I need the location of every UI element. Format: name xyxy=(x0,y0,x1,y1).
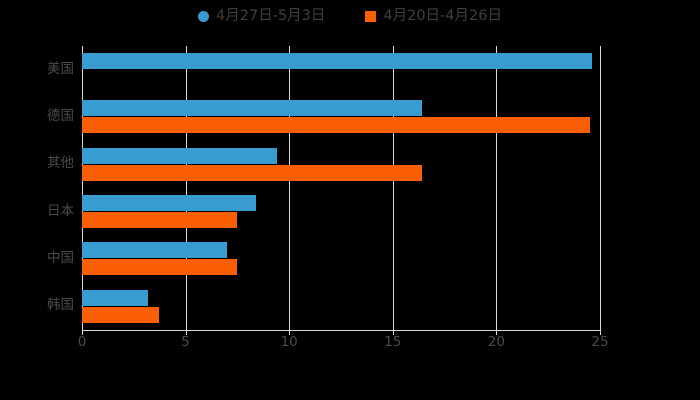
bar-group-3 xyxy=(82,188,600,235)
legend-item-series-0[interactable]: 4月27日-5月3日 xyxy=(198,9,325,24)
bar-0-series-0[interactable] xyxy=(82,53,592,70)
y-axis-label-2: 其他 xyxy=(47,155,74,172)
legend-square-marker-icon xyxy=(365,10,377,22)
bar-5-series-1[interactable] xyxy=(82,306,159,323)
bar-1-series-1[interactable] xyxy=(82,117,590,134)
bar-group-0 xyxy=(82,46,600,93)
bar-group-5 xyxy=(82,283,600,330)
x-axis-tick-labels: 0 5 10 15 20 25 xyxy=(78,334,609,356)
x-axis-label-2: 10 xyxy=(280,334,298,350)
gridline-x-1 xyxy=(185,46,187,330)
y-axis-label-4: 中国 xyxy=(47,250,74,266)
chart-legend: 4月27日-5月3日 4月20日-4月26日 xyxy=(0,4,700,28)
gridline-x-5 xyxy=(600,46,601,330)
legend-label-series-0: 4月27日-5月3日 xyxy=(216,7,326,24)
y-axis-label-0: 美国 xyxy=(47,60,74,77)
x-axis-label-0: 0 xyxy=(77,334,87,350)
legend-label-series-1: 4月20日-4月26日 xyxy=(383,7,502,24)
x-tick-mark-0 xyxy=(82,330,83,335)
bar-4-series-1[interactable] xyxy=(82,259,238,276)
bar-group-1 xyxy=(82,93,600,140)
gridline-x-2 xyxy=(289,46,291,330)
bar-3-series-0[interactable] xyxy=(82,195,257,212)
bar-group-2 xyxy=(82,141,600,188)
x-tick-mark-3 xyxy=(392,330,394,335)
x-tick-mark-1 xyxy=(185,330,187,335)
gridline-x-3 xyxy=(392,46,394,330)
bar-5-series-0[interactable] xyxy=(82,289,149,306)
x-axis-line xyxy=(82,330,601,331)
bar-2-series-0[interactable] xyxy=(82,147,277,164)
legend-circle-marker-icon xyxy=(198,10,210,22)
gridline-x-4 xyxy=(496,46,498,330)
x-tick-mark-2 xyxy=(289,330,291,335)
x-tick-mark-5 xyxy=(600,330,601,335)
y-axis-label-5: 韩国 xyxy=(47,297,74,314)
x-axis-label-5: 25 xyxy=(591,334,609,350)
legend-item-series-1[interactable]: 4月20日-4月26日 xyxy=(365,9,502,24)
y-axis-label-1: 德国 xyxy=(47,108,74,124)
y-axis-label-3: 日本 xyxy=(47,202,74,219)
gridline-x-0 xyxy=(82,46,83,330)
bar-group-4 xyxy=(82,235,600,282)
x-tick-mark-4 xyxy=(496,330,498,335)
bar-1-series-0[interactable] xyxy=(82,100,422,117)
bar-3-series-1[interactable] xyxy=(82,212,238,229)
x-axis-label-1: 5 xyxy=(181,334,190,350)
bar-4-series-0[interactable] xyxy=(82,242,228,259)
x-axis-label-3: 15 xyxy=(384,334,402,350)
x-axis-label-4: 20 xyxy=(487,334,505,350)
plot-area xyxy=(82,46,601,335)
bar-2-series-1[interactable] xyxy=(82,164,422,181)
y-axis-category-labels: 美国德国其他日本中国韩国 xyxy=(0,46,74,330)
